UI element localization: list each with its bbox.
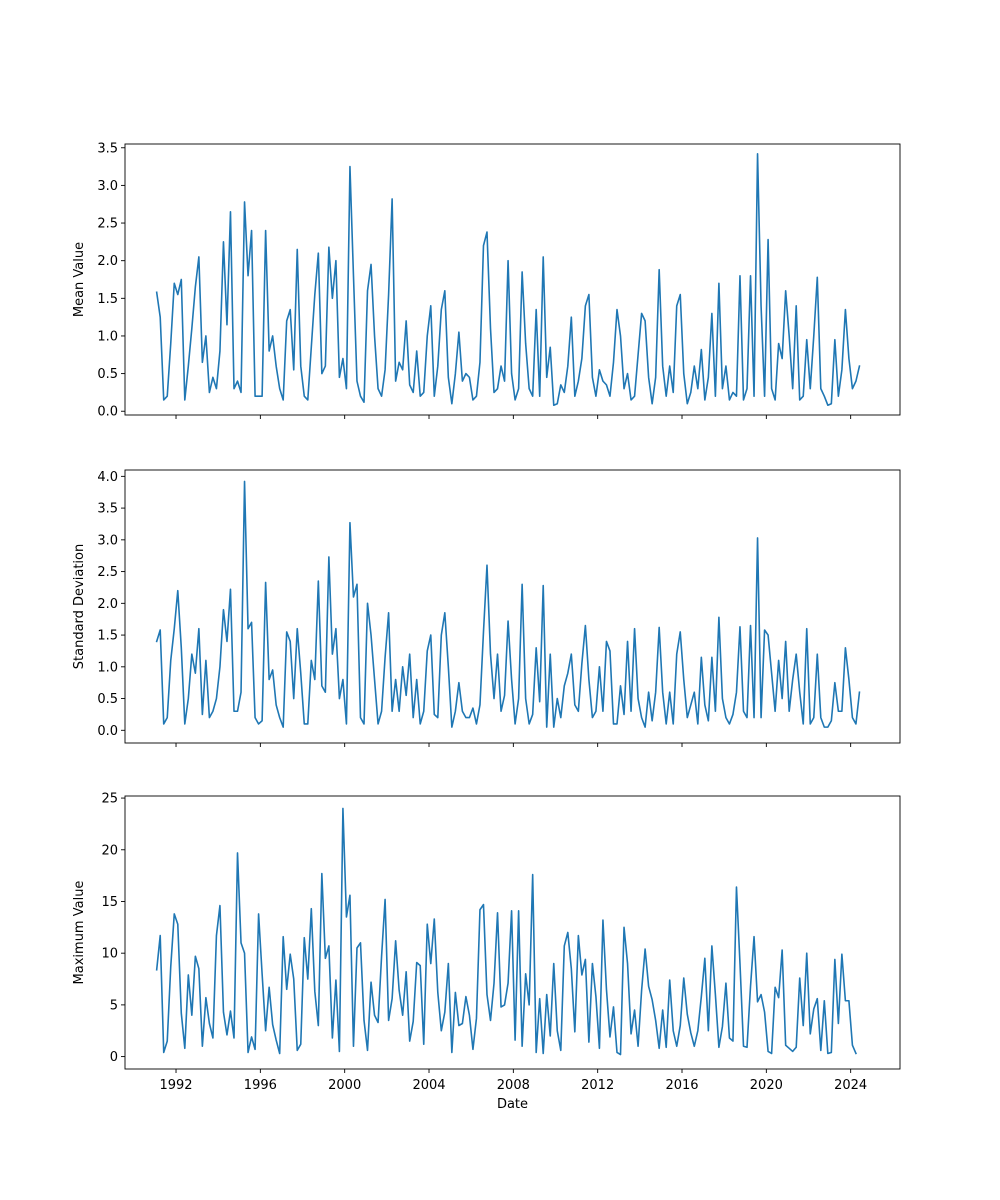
y-tick-label: 4.0 xyxy=(97,470,118,485)
axes-frame xyxy=(124,795,901,1070)
y-tick-label: 0.5 xyxy=(97,692,118,707)
x-tick-label: 2012 xyxy=(581,1078,614,1093)
series-line xyxy=(155,152,861,407)
y-tick-label: 2.0 xyxy=(97,254,118,269)
x-tick-label: 1996 xyxy=(244,1078,277,1093)
x-tick-label: 1992 xyxy=(159,1078,192,1093)
axes-frame xyxy=(124,469,901,744)
y-tick-label: 5 xyxy=(110,998,118,1013)
x-axis-label: Date xyxy=(497,1097,528,1112)
y-axis-label: Maximum Value xyxy=(72,881,87,985)
panel-3: 0 5 10 15 20 25 1992 1996 2000 2004 2008 2012 2016 20… xyxy=(72,792,901,1112)
y-tick-label: 0 xyxy=(110,1050,118,1065)
panel-1: 0.0 0.5 1.0 1.5 2.0 2.5 3.0 3.5 Mean Value xyxy=(72,141,901,420)
y-tick-label: 3.5 xyxy=(97,141,118,156)
x-tick-label: 2000 xyxy=(328,1078,361,1093)
x-tick-label: 2024 xyxy=(834,1078,867,1093)
y-axis-label: Standard Deviation xyxy=(72,544,87,669)
y-tick-label: 3.5 xyxy=(97,502,118,517)
y-tick-label: 3.0 xyxy=(97,533,118,548)
x-tick-label: 2020 xyxy=(750,1078,783,1093)
series-line xyxy=(155,807,857,1056)
y-axis-label: Mean Value xyxy=(72,242,87,317)
y-tick-label: 0.0 xyxy=(97,724,118,739)
y-tick-label: 25 xyxy=(101,792,118,807)
y-tick-label: 3.0 xyxy=(97,179,118,194)
y-tick-label: 20 xyxy=(101,843,118,858)
axes-frame xyxy=(124,143,901,416)
y-tick-label: 0.0 xyxy=(97,405,118,420)
x-tick-label: 2004 xyxy=(412,1078,445,1093)
x-tick-label: 2008 xyxy=(497,1078,530,1093)
y-tick-label: 1.0 xyxy=(97,660,118,675)
y-tick-label: 2.5 xyxy=(97,217,118,232)
series-line xyxy=(155,480,861,728)
y-tick-label: 2.5 xyxy=(97,565,118,580)
x-tick-label: 2016 xyxy=(665,1078,698,1093)
y-tick-label: 2.0 xyxy=(97,597,118,612)
y-tick-label: 10 xyxy=(101,947,118,962)
y-tick-label: 15 xyxy=(101,895,118,910)
y-tick-label: 1.5 xyxy=(97,629,118,644)
y-tick-label: 0.5 xyxy=(97,367,118,382)
y-tick-label: 1.0 xyxy=(97,329,118,344)
y-tick-label: 1.5 xyxy=(97,292,118,307)
panel-2: 0.0 0.5 1.0 1.5 2.0 2.5 3.0 3.5 4.0 Standard Devi… xyxy=(72,469,901,747)
panels: 0.0 0.5 1.0 1.5 2.0 2.5 3.0 3.5 Mean Value 0.0 0.5… xyxy=(72,141,901,1112)
